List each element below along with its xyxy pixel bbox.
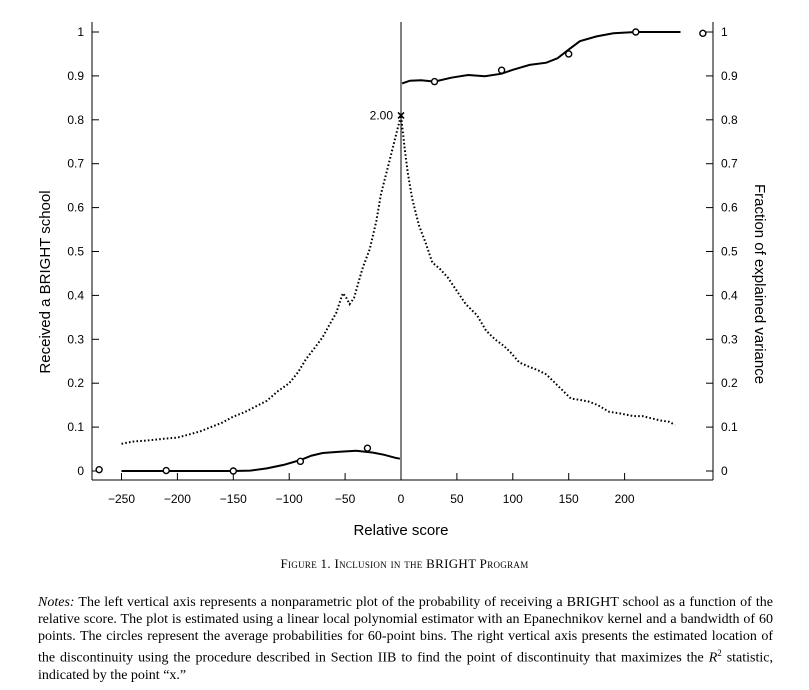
x-tick-label: 100 [503,492,523,506]
x-tick-label: 0 [398,492,405,506]
probability-left-line [121,449,401,472]
bin-average-circle [296,457,305,466]
bin-average-circle [162,466,170,475]
x-tick-label: 200 [615,492,635,506]
left-y-tick-label: 0.9 [67,69,84,83]
left-y-axis-label: Received a BRIGHT school [37,190,54,373]
notes-label: Notes: [38,595,75,610]
x-tick-label: −50 [335,492,356,506]
bin-average-circle [229,467,238,475]
x-tick-label: −100 [276,492,303,506]
right-y-tick-label: 0.8 [721,113,738,127]
bin-average-circle [699,29,707,38]
figure-number: Figure 1. [280,556,331,571]
right-y-tick-label: 0.4 [721,288,738,302]
x-tick-label: 150 [559,492,579,506]
discontinuity-annotation: 2.00 [370,108,405,122]
figure-notes: Notes: The left vertical axis represents… [38,594,773,684]
right-y-tick-label: 1 [721,25,728,39]
left-y-tick-label: 0.8 [67,113,84,127]
figure-title: Inclusion in the BRIGHT Program [334,556,529,571]
left-y-tick-label: 1 [77,25,84,39]
left-y-tick-label: 0.1 [67,420,84,434]
x-marker [397,111,405,119]
x-tick-label: −250 [108,492,135,506]
axes-frame [91,22,714,481]
left-y-tick-label: 0.7 [67,157,84,171]
bin-average-circle [497,66,506,74]
x-tick-label: 50 [450,492,464,506]
left-y-axis: 0 0.1 0.2 0.3 0.4 0.5 0.6 0.7 0.8 0.9 1 [67,25,99,478]
right-y-tick-label: 0.2 [721,376,738,390]
bin-average-markers [95,28,707,475]
x-axis: −250 −200 −150 −100 −50 0 50 100 150 200 [108,473,635,506]
x-axis-label: Relative score [353,522,448,539]
right-y-tick-label: 0.9 [721,69,738,83]
bin-average-circle [363,444,372,452]
right-y-tick-label: 0.7 [721,157,738,171]
right-y-axis-label: Fraction of explained variance [751,184,768,384]
left-y-tick-label: 0.2 [67,376,84,390]
left-y-tick-label: 0.5 [67,245,84,259]
r-squared-exponent: 2 [717,648,722,658]
right-y-tick-label: 0.5 [721,245,738,259]
left-y-tick-label: 0 [77,464,84,478]
r-squared-symbol: R [708,650,718,666]
bin-average-circle [565,50,573,58]
right-y-axis: 0 0.1 0.2 0.3 0.4 0.5 0.6 0.7 0.8 0.9 1 [706,25,738,478]
right-y-tick-label: 0 [721,464,728,478]
left-y-tick-label: 0.6 [67,201,84,215]
inclusion-chart: 0 0.1 0.2 0.3 0.4 0.5 0.6 0.7 0.8 0.9 1 0 0.1 0.2 0.3… [37,22,768,539]
explained-variance-line [121,115,676,445]
left-y-tick-label: 0.4 [67,288,84,302]
right-y-tick-label: 0.6 [721,201,738,215]
x-tick-label: −200 [164,492,191,506]
figure-caption: Figure 1. Inclusion in the BRIGHT Progra… [0,556,809,572]
bin-average-circle [430,77,439,86]
annotation-label: 2.00 [370,108,394,122]
x-tick-label: −150 [220,492,247,506]
bin-average-circle [95,465,103,474]
left-y-tick-label: 0.3 [67,332,84,346]
probability-right-line [401,31,681,85]
notes-text: The left vertical axis represents a nonp… [38,595,773,666]
right-y-tick-label: 0.3 [721,332,738,346]
bin-average-circle [632,28,640,36]
right-y-tick-label: 0.1 [721,420,738,434]
notes-text-end: statistic, indicated by the point “x.” [38,650,773,683]
